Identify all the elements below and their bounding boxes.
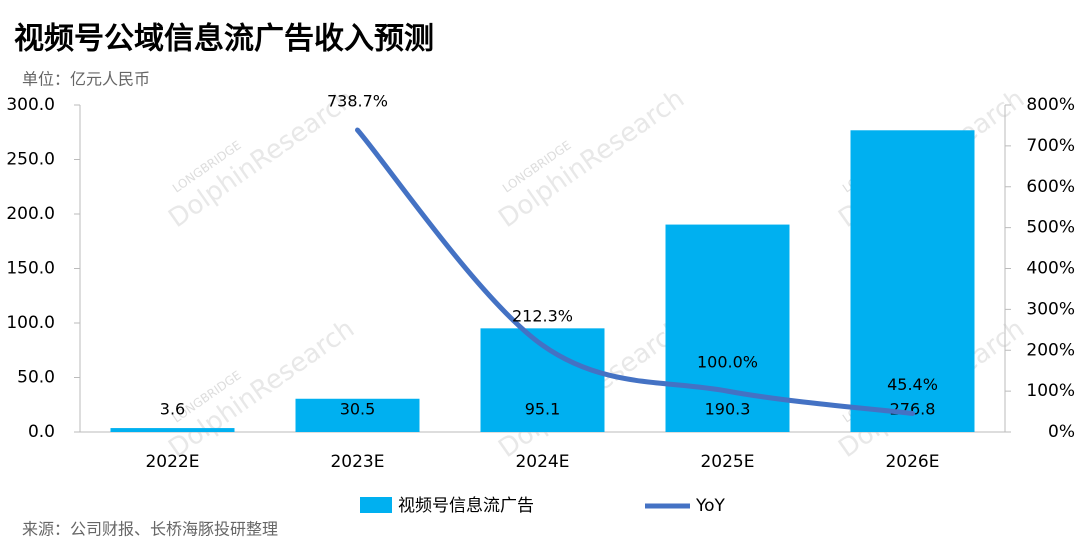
- y2-tick-label: 700%: [1026, 136, 1075, 156]
- watermark: DolphinResearch: [493, 84, 690, 234]
- bar-value-label: 3.6: [160, 400, 185, 419]
- bar-value-label: 190.3: [705, 400, 751, 419]
- y2-tick-label: 500%: [1026, 218, 1075, 238]
- watermark: DolphinResearch: [163, 314, 360, 464]
- y-tick-label: 200.0: [6, 204, 55, 224]
- x-tick-label: 2022E: [145, 452, 199, 472]
- bar: [295, 398, 420, 432]
- y2-tick-label: 300%: [1026, 299, 1075, 319]
- bar: [110, 428, 235, 432]
- x-tick-label: 2023E: [330, 452, 384, 472]
- x-tick-label: 2025E: [700, 452, 754, 472]
- y-tick-label: 250.0: [6, 150, 55, 170]
- y2-tick-label: 400%: [1026, 259, 1075, 279]
- x-tick-label: 2026E: [885, 452, 939, 472]
- y2-tick-label: 200%: [1026, 340, 1075, 360]
- bar: [850, 130, 975, 432]
- legend-swatch: [360, 497, 392, 513]
- y2-tick-label: 0%: [1048, 422, 1075, 442]
- line-value-label: 100.0%: [697, 353, 758, 372]
- bar-value-label: 95.1: [525, 400, 561, 419]
- y2-tick-label: 100%: [1026, 381, 1075, 401]
- y-tick-label: 100.0: [6, 313, 55, 333]
- line-value-label: 212.3%: [512, 307, 573, 326]
- y2-tick-label: 600%: [1026, 177, 1075, 197]
- y-tick-label: 0.0: [28, 422, 55, 442]
- source-note: 来源：公司财报、长桥海豚投研整理: [22, 520, 278, 539]
- y-tick-label: 300.0: [6, 95, 55, 115]
- y-tick-label: 50.0: [17, 368, 55, 388]
- bar-value-label: 30.5: [340, 400, 376, 419]
- legend-label: 视频号信息流广告: [398, 496, 534, 516]
- line-value-label: 738.7%: [327, 92, 388, 111]
- unit-label: 单位：亿元人民币: [22, 70, 150, 89]
- chart-title: 视频号公域信息流广告收入预测: [14, 22, 434, 57]
- legend-label: YoY: [695, 496, 726, 516]
- yoy-line: [355, 127, 915, 416]
- line-value-label: 45.4%: [887, 375, 938, 394]
- y-tick-label: 150.0: [6, 259, 55, 279]
- x-tick-label: 2024E: [515, 452, 569, 472]
- y2-tick-label: 800%: [1026, 95, 1075, 115]
